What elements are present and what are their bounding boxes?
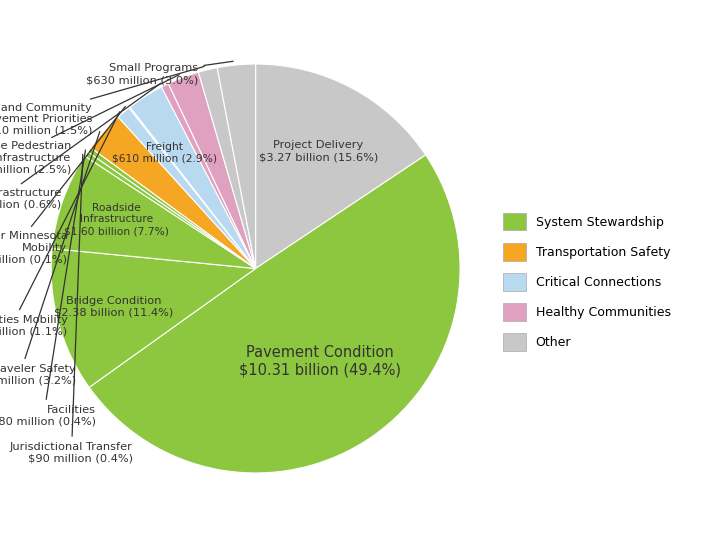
- Text: Greater Minnesota
Mobility
$25 million (0.1%): Greater Minnesota Mobility $25 million (…: [0, 106, 126, 265]
- Text: Regional and Community
Improvement Priorities
$310 million (1.5%): Regional and Community Improvement Prior…: [0, 67, 204, 136]
- Wedge shape: [84, 152, 256, 268]
- Text: Bicycle Infrastructure
$140 million (0.6%): Bicycle Infrastructure $140 million (0.6…: [0, 83, 161, 210]
- Wedge shape: [198, 68, 256, 268]
- Text: Freight
$610 million (2.9%): Freight $610 million (2.9%): [112, 142, 217, 163]
- Text: Bridge Condition
$2.38 billion (11.4%): Bridge Condition $2.38 billion (11.4%): [54, 296, 173, 317]
- Wedge shape: [119, 108, 256, 268]
- Text: Roadside
Infrastructure
$1.60 billion (7.7%): Roadside Infrastructure $1.60 billion (7…: [65, 203, 169, 236]
- Text: Jurisdictional Transfer
$90 million (0.4%): Jurisdictional Transfer $90 million (0.4…: [10, 154, 133, 463]
- Wedge shape: [130, 87, 256, 268]
- Text: Pavement Condition
$10.31 billion (49.4%): Pavement Condition $10.31 billion (49.4%…: [239, 345, 400, 377]
- Wedge shape: [51, 249, 256, 387]
- Wedge shape: [161, 84, 256, 268]
- Text: Project Delivery
$3.27 billion (15.6%): Project Delivery $3.27 billion (15.6%): [258, 141, 378, 162]
- Text: Accessible Pedestrian
Infrastructure
$530 million (2.5%): Accessible Pedestrian Infrastructure $53…: [0, 75, 179, 175]
- Wedge shape: [129, 107, 256, 268]
- Text: Facilities
$80 million (0.4%): Facilities $80 million (0.4%): [0, 150, 96, 426]
- Wedge shape: [88, 148, 256, 268]
- Wedge shape: [256, 64, 426, 268]
- Legend: System Stewardship, Transportation Safety, Critical Connections, Healthy Communi: System Stewardship, Transportation Safet…: [503, 213, 671, 351]
- Wedge shape: [168, 72, 256, 268]
- Text: Twin Cities Mobility
$240 million (1.1%): Twin Cities Mobility $240 million (1.1%): [0, 112, 120, 337]
- Wedge shape: [91, 117, 256, 268]
- Wedge shape: [52, 156, 256, 268]
- Wedge shape: [89, 155, 460, 473]
- Wedge shape: [217, 64, 256, 268]
- Text: Traveler Safety
$670 million (3.2%): Traveler Safety $670 million (3.2%): [0, 132, 100, 386]
- Text: Small Programs
$630 million (3.0%): Small Programs $630 million (3.0%): [86, 61, 233, 85]
